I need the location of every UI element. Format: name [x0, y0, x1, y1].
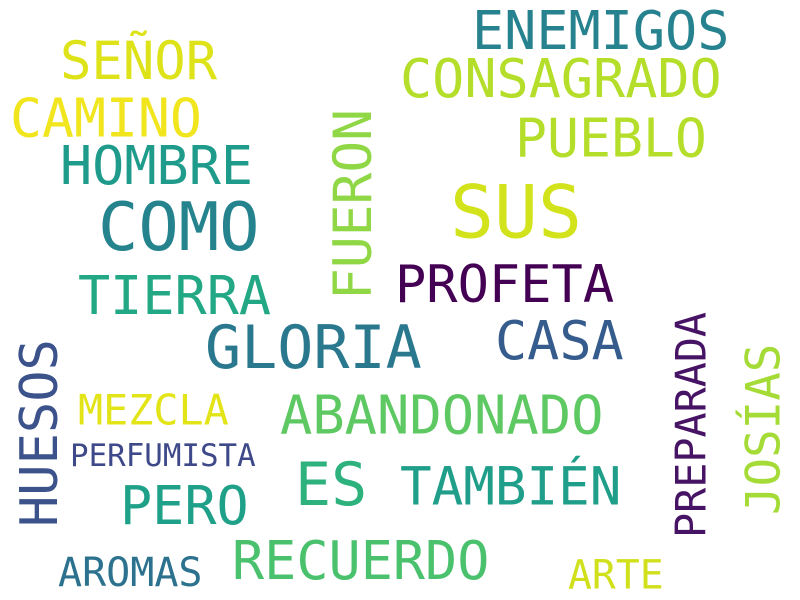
word-tierra: TIERRA: [78, 264, 271, 327]
word-pero: PERO: [120, 474, 249, 537]
word-consagrado: CONSAGRADO: [400, 47, 722, 110]
word-tambien: TAMBIÉN: [400, 454, 621, 517]
word-enemigos: ENEMIGOS: [472, 0, 729, 62]
word-hombre: HOMBRE: [60, 134, 253, 197]
word-fueron: FUERON: [323, 109, 384, 300]
word-gloria: GLORIA: [205, 313, 422, 383]
word-josias: JOSÍAS: [735, 344, 792, 515]
word-preparada: PREPARADA: [667, 312, 716, 538]
word-abandonado: ABANDONADO: [280, 384, 603, 447]
word-es: ES: [295, 450, 367, 520]
word-huesos: HUESOS: [10, 339, 70, 527]
word-recuerdo: RECUERDO: [232, 529, 489, 592]
word-pueblo: PUEBLO: [515, 108, 707, 170]
word-como: COMO: [98, 188, 260, 266]
word-casa: CASA: [495, 309, 624, 372]
word-arte: ARTE: [568, 553, 664, 599]
word-sus: SUS: [450, 171, 582, 256]
word-aromas: AROMAS: [58, 550, 203, 596]
word-mezcla: MEZCLA: [78, 386, 229, 435]
word-camino: CAMINO: [10, 88, 202, 150]
word-senor: SEÑOR: [60, 31, 218, 92]
word-perfumista: PERFUMISTA: [70, 438, 256, 474]
word-profeta: PROFETA: [395, 255, 614, 315]
